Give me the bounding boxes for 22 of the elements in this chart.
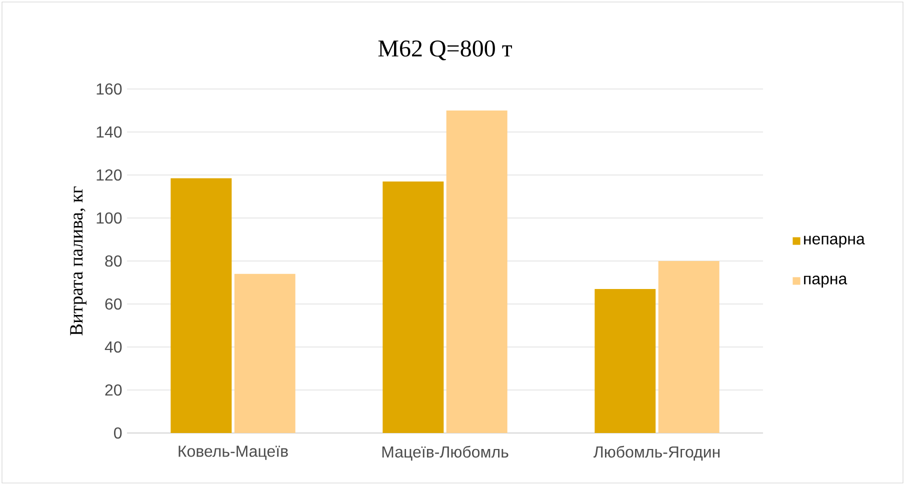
x-tick-label: Ковель-Мацеїв [178,446,288,460]
x-tick-label: Любомль-Ягодин [594,446,720,461]
y-tick-label: 140 [96,126,122,138]
y-tick-label: 40 [104,341,122,353]
bar [234,274,296,433]
y-tick-label: 120 [96,169,122,181]
y-tick-label: 160 [96,83,122,95]
y-tick-label: 100 [96,212,122,224]
bar [170,178,232,433]
bar [382,181,444,433]
bar [446,110,508,433]
y-tick-label: 0 [114,427,122,439]
legend-label: парна [804,276,848,288]
legend-label: непарна [804,236,865,248]
bar [594,288,656,433]
y-tick-label: 80 [105,255,122,267]
x-tick-label: Мацеїв-Любомль [382,446,508,461]
y-axis-title: Витрата палива, кг [70,186,86,336]
y-tick-label: 60 [105,298,122,310]
y-tick-label: 20 [105,384,122,396]
chart-title: M62 Q=800 т [378,40,512,60]
bar [658,260,720,433]
